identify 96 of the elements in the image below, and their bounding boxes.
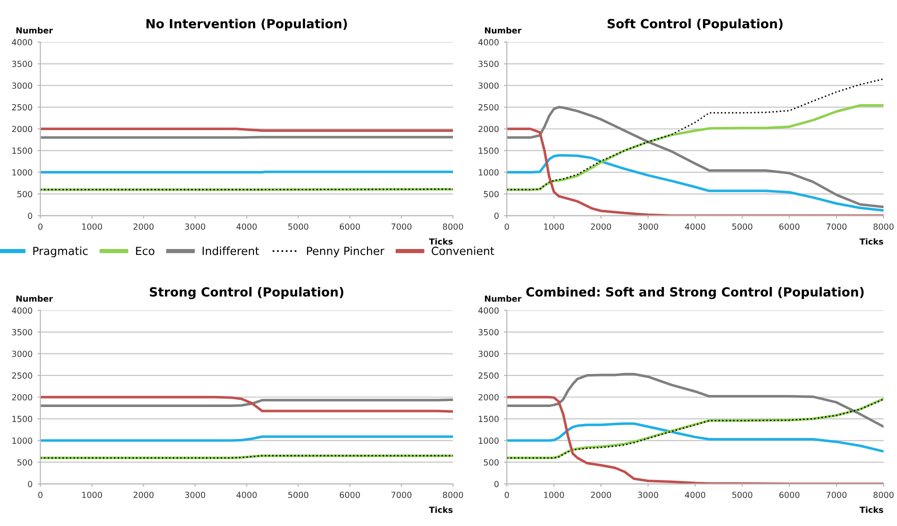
chart-title: Combined: Soft and Strong Control (Population) [526,286,864,300]
y-tick-label: 1500 [478,416,499,422]
y-axis-title: Number [484,27,522,34]
x-tick-label: 0 [504,492,509,498]
y-tick-label: 1500 [478,148,499,154]
x-tick-label: 7000 [391,492,412,498]
y-tick-label: 3000 [12,82,32,89]
x-tick-label: 7000 [391,223,412,230]
y-tick-label: 2000 [12,126,32,132]
y-tick-label: 3000 [478,82,499,89]
y-tick-label: 3500 [12,60,32,68]
x-tick-label: 0 [38,492,42,498]
y-tick-label: 1000 [478,169,499,176]
x-tick-label: 0 [504,223,509,230]
y-axis-title: Number [16,295,53,302]
y-tick-label: 1500 [12,148,32,154]
y-tick-label: 0 [494,480,499,488]
x-tick-label: 5000 [288,492,308,498]
line-series [40,398,453,408]
y-tick-label: 1000 [12,169,32,176]
y-tick-label: 4000 [478,307,499,314]
x-tick-label: 7000 [826,223,847,230]
y-tick-label: 3500 [478,329,499,336]
x-tick-label: 6000 [779,492,800,498]
y-tick-label: 3000 [12,350,32,358]
y-tick-label: 2500 [478,372,499,379]
legend-label: Penny Pincher [307,246,384,258]
x-tick-label: 8000 [442,223,464,230]
legend-label: Convenient [432,246,494,256]
chart-title: Soft Control (Population) [608,18,783,31]
y-tick-label: 3500 [12,329,32,336]
x-tick-label: 2000 [134,223,154,230]
y-tick-label: 3000 [478,350,499,358]
y-tick-label: 2500 [12,104,32,110]
y-tick-label: 3500 [478,60,499,68]
y-tick-label: 500 [484,190,499,198]
y-tick-label: 0 [494,212,499,219]
x-tick-label: 4000 [236,492,257,498]
y-tick-label: 1500 [12,416,32,422]
x-tick-label: 2000 [134,492,154,498]
chart-title: Strong Control (Population) [150,286,344,300]
x-tick-label: 0 [38,223,42,230]
y-axis-title: Number [484,295,522,302]
y-tick-label: 4000 [478,39,499,46]
y-tick-label: 0 [28,480,32,488]
x-tick-label: 6000 [340,223,360,230]
y-tick-label: 500 [484,459,499,466]
x-tick-label: 1000 [544,492,564,498]
y-tick-label: 500 [17,459,32,466]
x-tick-label: 3000 [638,223,658,230]
line-series [506,106,884,208]
line-series [506,78,884,190]
y-tick-label: 0 [28,212,32,219]
legend-label: Indifferent [202,246,260,256]
x-tick-label: 3000 [185,492,206,498]
y-tick-label: 4000 [12,307,32,314]
y-tick-label: 2500 [12,372,32,379]
y-tick-label: 1000 [478,438,499,444]
x-tick-label: 4000 [684,223,706,230]
y-tick-label: 1000 [12,438,32,444]
x-axis-title: Ticks [429,506,453,513]
line-series [506,372,884,428]
y-tick-label: 2000 [12,394,32,400]
legend-label: Pragmatic [33,246,88,258]
x-tick-label: 8000 [874,492,894,498]
y-axis-title: Number [16,27,53,34]
chart-title: No Intervention (Population) [146,18,347,31]
x-tick-label: 5000 [732,492,752,498]
y-tick-label: 500 [17,190,32,198]
y-tick-label: 2000 [478,394,499,400]
y-tick-label: 4000 [12,39,32,46]
x-tick-label: 8000 [874,223,894,230]
x-axis-title: Ticks [860,238,884,245]
x-tick-label: 2000 [590,492,612,498]
x-tick-label: 3000 [185,223,206,230]
line-series [506,154,884,212]
legend-label: Eco [136,246,154,256]
y-tick-label: 2500 [478,104,499,110]
x-tick-label: 5000 [288,223,308,230]
x-tick-label: 5000 [732,223,752,230]
line-series [506,422,884,453]
x-axis-title: Ticks [860,506,884,513]
x-tick-label: 1000 [82,223,102,230]
line-series [40,396,453,413]
x-tick-label: 4000 [236,223,257,230]
x-tick-label: 2000 [590,223,612,230]
x-tick-label: 1000 [544,223,564,230]
x-tick-label: 3000 [638,492,658,498]
x-tick-label: 6000 [779,223,800,230]
x-tick-label: 6000 [340,492,360,498]
x-tick-label: 8000 [442,492,464,498]
x-axis-title: Ticks [429,238,453,245]
x-tick-label: 4000 [684,492,706,498]
x-tick-label: 1000 [82,492,102,498]
x-tick-label: 7000 [826,492,847,498]
y-tick-label: 2000 [478,126,499,132]
